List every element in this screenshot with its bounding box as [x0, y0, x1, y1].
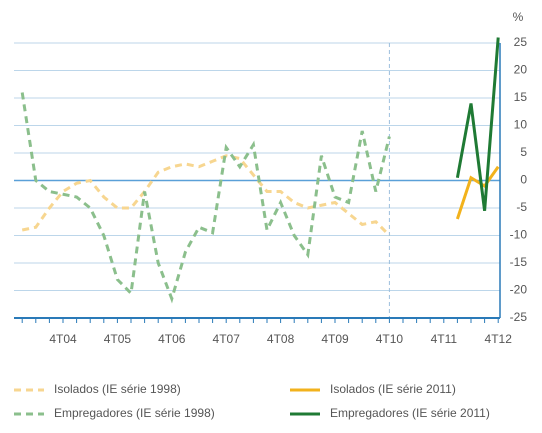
x-tick-label: 4T05 — [104, 332, 132, 346]
y-axis-label: % — [513, 10, 524, 24]
y-tick-label: 0 — [520, 173, 527, 187]
x-tick-label: 4T06 — [158, 332, 186, 346]
x-tick-label: 4T04 — [49, 332, 77, 346]
y-tick-label: -20 — [510, 283, 528, 297]
x-tick-label: 4T12 — [485, 332, 513, 346]
legend-label: Isolados (IE série 1998) — [54, 382, 181, 396]
series-line — [455, 165, 500, 220]
series-line — [20, 92, 391, 304]
legend-label: Empregadores (IE série 1998) — [54, 406, 215, 420]
y-tick-label: -5 — [516, 200, 527, 214]
y-tick-label: -25 — [510, 310, 528, 324]
y-tick-label: -15 — [510, 255, 528, 269]
x-tick-label: 4T08 — [267, 332, 295, 346]
legend-label: Isolados (IE série 2011) — [330, 382, 456, 396]
x-tick-label: 4T07 — [213, 332, 241, 346]
legend-label: Empregadores (IE série 2011) — [330, 406, 490, 420]
y-tick-label: 5 — [520, 145, 527, 159]
x-tick-label: 4T11 — [431, 332, 458, 346]
x-tick-label: 4T10 — [376, 332, 404, 346]
y-tick-label: 20 — [514, 63, 528, 77]
x-tick-label: 4T09 — [321, 332, 349, 346]
series-line — [455, 37, 500, 211]
y-tick-label: 15 — [514, 90, 528, 104]
y-tick-label: 10 — [514, 118, 528, 132]
y-tick-label: 25 — [514, 35, 528, 49]
y-tick-label: -10 — [510, 228, 528, 242]
